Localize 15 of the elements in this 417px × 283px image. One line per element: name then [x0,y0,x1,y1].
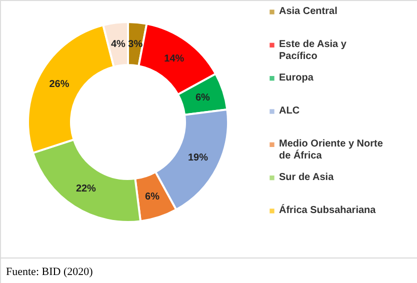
legend-label: Sur de Asia [279,172,334,183]
data-label: 6% [145,192,160,203]
legend-label: Europa [279,72,314,84]
data-label: 22% [76,183,96,194]
legend-label: Medio Oriente y Norte de África [279,138,384,162]
data-label: 19% [188,152,208,164]
legend-label: Este de Asia y Pacífico [279,39,347,62]
data-label: 4% [110,39,126,50]
data-label: 14% [164,53,184,64]
legend-label: África Subsahariana [279,204,376,216]
legend-label: ALC [279,106,300,116]
data-label: 6% [195,92,210,104]
data-label: 26% [49,79,70,90]
source-note: Fuente: BID (2020) [6,266,94,278]
legend-label: Asia Central [279,6,338,17]
